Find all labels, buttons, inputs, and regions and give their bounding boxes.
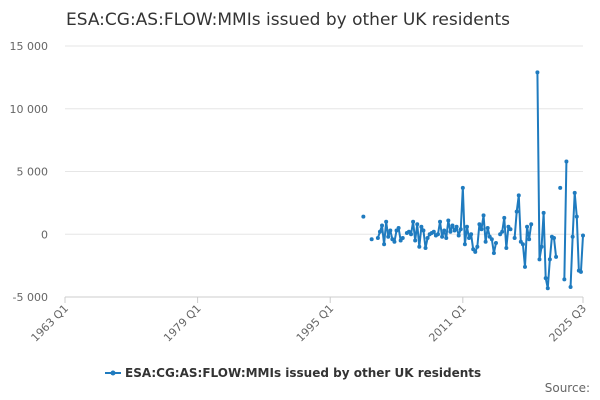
- y-tick-label: -5 000: [13, 291, 48, 304]
- data-point: [572, 190, 577, 195]
- data-point: [460, 185, 465, 190]
- data-point: [458, 227, 463, 232]
- x-tick-label: 1963 Q1: [29, 302, 72, 345]
- data-point: [450, 223, 455, 228]
- data-point: [541, 210, 546, 215]
- data-point: [452, 228, 457, 233]
- data-point: [512, 236, 517, 241]
- data-point: [514, 209, 519, 214]
- x-tick-label: 2011 Q1: [426, 302, 469, 345]
- data-point: [489, 237, 494, 242]
- data-point: [411, 219, 416, 224]
- data-point: [467, 236, 472, 241]
- data-point: [520, 242, 525, 247]
- data-point: [409, 232, 414, 237]
- data-point: [558, 185, 563, 190]
- data-point: [554, 254, 559, 259]
- data-point: [502, 215, 507, 220]
- data-point: [545, 286, 550, 291]
- data-point: [384, 219, 389, 224]
- data-point: [564, 159, 569, 164]
- data-point: [483, 239, 488, 244]
- data-point: [419, 224, 424, 229]
- data-point: [375, 236, 380, 241]
- data-point: [568, 284, 573, 289]
- x-tick-label: 2025 Q3: [547, 302, 590, 345]
- x-tick-label: 1979 Q1: [161, 302, 204, 345]
- data-point: [454, 224, 459, 229]
- data-point: [525, 224, 530, 229]
- data-point: [382, 242, 387, 247]
- data-point: [369, 237, 374, 242]
- data-point: [562, 277, 567, 282]
- data-point: [529, 222, 534, 227]
- data-point: [396, 225, 401, 230]
- data-point: [527, 237, 532, 242]
- data-point: [413, 238, 418, 243]
- x-tick-label: 1995 Q1: [294, 302, 337, 345]
- data-point: [444, 236, 449, 241]
- y-tick-label: 0: [41, 228, 48, 241]
- source: Source:: [545, 381, 590, 395]
- data-point: [446, 218, 451, 223]
- data-point: [581, 233, 585, 238]
- data-point: [500, 229, 505, 234]
- legend-marker: [110, 370, 116, 376]
- data-point: [516, 193, 521, 198]
- data-point: [479, 227, 484, 232]
- data-point: [421, 228, 426, 233]
- chart-title: ESA:CG:AS:FLOW:MMIs issued by other UK r…: [66, 10, 510, 30]
- data-point: [417, 244, 422, 249]
- data-point: [508, 227, 513, 232]
- legend-label: ESA:CG:AS:FLOW:MMIs issued by other UK r…: [125, 366, 481, 380]
- data-point: [473, 249, 478, 254]
- data-point: [392, 239, 397, 244]
- data-point: [504, 246, 509, 251]
- data-point: [578, 269, 583, 274]
- data-point: [386, 234, 391, 239]
- data-point: [431, 229, 436, 234]
- data-point: [423, 246, 428, 251]
- data-point: [456, 233, 461, 238]
- data-point: [475, 244, 480, 249]
- data-point: [464, 224, 469, 229]
- data-point: [361, 214, 366, 219]
- data-point: [570, 234, 575, 239]
- data-point: [448, 229, 453, 234]
- data-point: [491, 251, 496, 256]
- data-point: [551, 236, 556, 241]
- data-point: [477, 222, 482, 227]
- data-point: [493, 241, 498, 246]
- data-point: [425, 236, 430, 241]
- data-point: [380, 223, 385, 228]
- data-point: [400, 236, 405, 241]
- data-point: [435, 232, 440, 237]
- data-point: [377, 229, 382, 234]
- data-point: [539, 244, 544, 249]
- series-line: [376, 72, 584, 290]
- data-point: [543, 276, 548, 281]
- data-point: [438, 219, 443, 224]
- y-tick-label: 10 000: [10, 103, 49, 116]
- data-point: [574, 214, 579, 219]
- data-point: [547, 257, 552, 262]
- data-point: [388, 228, 393, 233]
- data-point: [537, 257, 542, 262]
- data-point: [415, 222, 420, 227]
- data-point: [442, 228, 447, 233]
- data-point: [485, 225, 490, 230]
- data-point: [522, 264, 527, 269]
- y-tick-label: 5 000: [17, 166, 49, 179]
- data-point: [481, 213, 486, 218]
- data-point: [462, 242, 467, 247]
- data-point: [535, 70, 540, 75]
- data-point: [440, 234, 445, 239]
- y-tick-label: 15 000: [10, 40, 49, 53]
- data-point: [469, 232, 474, 237]
